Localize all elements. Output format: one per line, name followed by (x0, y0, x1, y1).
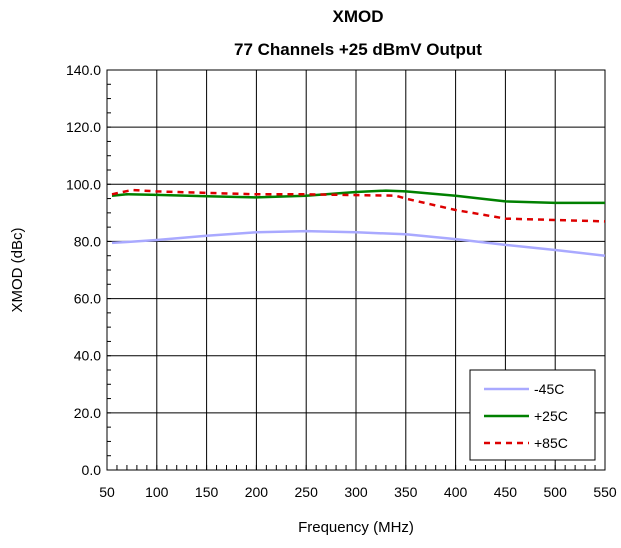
legend: -45C +25C +85C (469, 369, 596, 461)
x-tick-label: 400 (444, 484, 468, 500)
x-tick-label: 500 (544, 484, 568, 500)
x-tick-label: 300 (344, 484, 368, 500)
y-tick-labels: 0.0 20.0 40.0 60.0 80.0 100.0 120.0 140.0 (66, 62, 101, 478)
chart-subtitle: 77 Channels +25 dBmV Output (234, 40, 482, 59)
x-tick-label: 250 (295, 484, 319, 500)
y-axis-label: XMOD (dBc) (9, 227, 26, 312)
y-tick-label: 140.0 (66, 62, 101, 78)
y-tick-label: 120.0 (66, 119, 101, 135)
legend-label: +25C (534, 408, 568, 424)
x-tick-label: 550 (593, 484, 617, 500)
x-tick-label: 100 (145, 484, 169, 500)
chart-title: XMOD (333, 7, 384, 26)
x-tick-label: 350 (394, 484, 418, 500)
legend-label: -45C (534, 381, 564, 397)
x-tick-label: 450 (494, 484, 518, 500)
x-tick-labels: 50 100 150 200 250 300 350 400 450 500 550 (99, 484, 617, 500)
x-tick-label: 150 (195, 484, 219, 500)
y-tick-label: 20.0 (74, 405, 101, 421)
x-tick-label: 50 (99, 484, 115, 500)
grid-lines (106, 69, 606, 471)
legend-label: +85C (534, 435, 568, 451)
y-tick-label: 0.0 (82, 462, 102, 478)
series-line-45c (111, 229, 606, 257)
series-line-25c (111, 189, 605, 205)
y-tick-label: 60.0 (74, 291, 101, 307)
x-axis-label: Frequency (MHz) (298, 519, 414, 536)
y-tick-label: 100.0 (66, 176, 101, 192)
series-layer (111, 188, 606, 257)
x-tick-label: 200 (245, 484, 269, 500)
series-line-85c (111, 188, 606, 223)
y-tick-label: 40.0 (74, 348, 101, 364)
y-tick-label: 80.0 (74, 233, 101, 249)
x-minor-ticks (106, 69, 606, 471)
